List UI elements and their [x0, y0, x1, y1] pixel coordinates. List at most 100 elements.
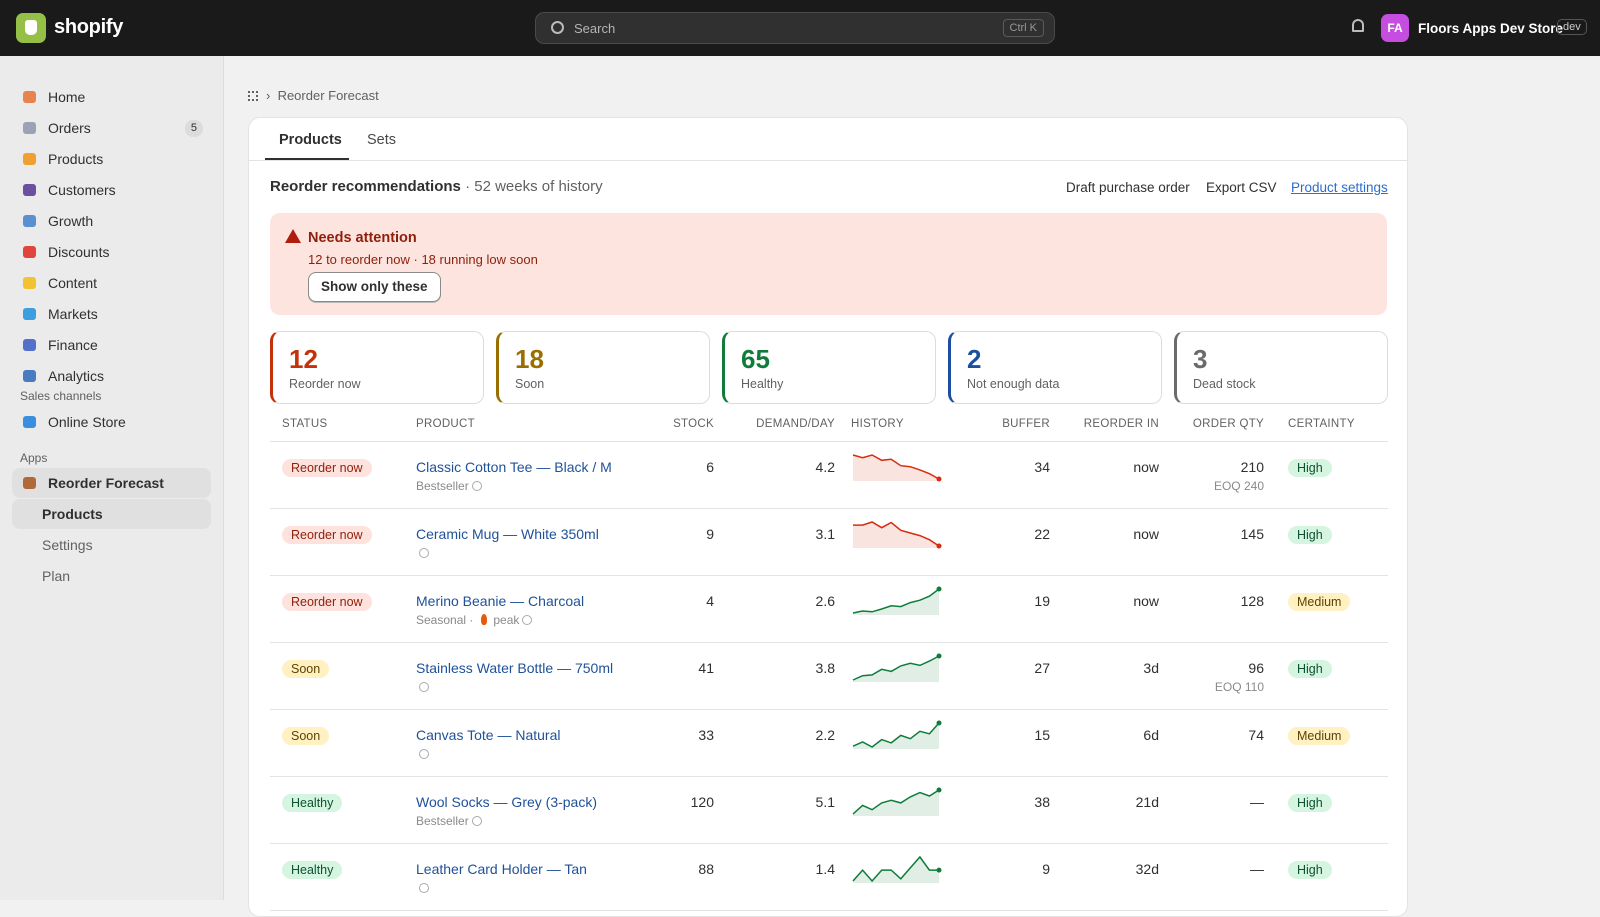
demand: 3.8 [815, 659, 835, 676]
avatar[interactable]: FA [1381, 14, 1409, 42]
certainty-badge: High [1288, 659, 1332, 678]
reorder-in: 32d [1135, 860, 1159, 877]
nav-item[interactable]: Growth [12, 206, 211, 236]
flame-icon [481, 613, 488, 625]
alert-text: 12 to reorder now · 18 running low soon [308, 252, 538, 267]
demand: 5.1 [815, 793, 835, 810]
cell: Reorder now [270, 441, 404, 509]
cell: 74 [1171, 709, 1276, 777]
order-qty: 96 [1248, 659, 1264, 676]
breadcrumb-icon[interactable] [248, 91, 258, 101]
nav-item[interactable]: Online Store [12, 407, 211, 437]
info-icon[interactable] [471, 480, 482, 491]
info-icon[interactable] [522, 614, 533, 625]
cell: Soon [270, 642, 404, 710]
cell: 210 EOQ 240 [1171, 441, 1276, 509]
reorder-in: now [1133, 525, 1159, 542]
cell: 32d [1062, 843, 1171, 911]
status-badge: Healthy [282, 860, 343, 879]
nav-label: Reorder Forecast [48, 475, 164, 491]
nav-item[interactable]: Reorder Forecast [12, 468, 211, 498]
nav-item[interactable]: Home [12, 82, 211, 112]
nav-label: Content [48, 275, 98, 291]
cell: High [1276, 843, 1388, 911]
nav-item[interactable]: Analytics [12, 361, 211, 391]
tab[interactable]: Sets [367, 132, 397, 148]
sparkline [853, 520, 942, 548]
notifications[interactable] [1352, 19, 1364, 32]
link[interactable]: Product settings [1291, 180, 1388, 195]
cell [847, 575, 981, 643]
product-link[interactable]: Classic Cotton Tee — Black / M [416, 458, 612, 475]
order-qty: 145 [1240, 525, 1264, 542]
cell: Soon [270, 709, 404, 777]
sparkline-line [852, 453, 940, 480]
product-link[interactable]: Canvas Tote — Natural [416, 726, 561, 743]
summary-card[interactable]: 3 Dead stock [1174, 331, 1388, 404]
summary-value: 12 [289, 344, 318, 374]
brand[interactable]: shopify [54, 16, 124, 38]
nav-item[interactable]: Plan [12, 561, 211, 591]
action[interactable]: Draft purchase order [1066, 180, 1190, 195]
nav-item[interactable]: Orders 5 [12, 113, 211, 143]
nav-label: Markets [48, 306, 98, 322]
nav-icon [23, 122, 36, 134]
sidebar: Home Orders 5 Products Customers Growth Discou… [0, 56, 224, 900]
nav-item[interactable]: Customers [12, 175, 211, 205]
tabs: Products Sets [249, 118, 1407, 161]
demand: 2.2 [815, 726, 835, 743]
product-note: Bestseller [416, 479, 622, 493]
tab[interactable]: Products [279, 132, 342, 148]
info-icon[interactable] [419, 547, 429, 558]
nav-item[interactable]: Markets [12, 299, 211, 329]
nav-icon [23, 153, 36, 165]
info-icon[interactable] [419, 748, 429, 759]
product-note: Seasonal · peak [416, 613, 622, 627]
sparkline-end [936, 867, 942, 873]
product-link[interactable]: Merino Beanie — Charcoal [416, 592, 585, 609]
cell: 38 [981, 776, 1062, 844]
summary-label: Dead stock [1193, 377, 1256, 391]
summary-card[interactable]: 65 Healthy [722, 331, 936, 404]
info-icon[interactable] [471, 815, 482, 826]
search-box[interactable]: Search Ctrl K [535, 12, 1055, 44]
info-icon[interactable] [419, 681, 429, 692]
nav-item[interactable]: Settings [12, 530, 211, 560]
cell: Reorder now [270, 575, 404, 643]
sparkline-end [936, 653, 942, 658]
summary-card[interactable]: 18 Soon [496, 331, 710, 404]
product-link[interactable]: Stainless Water Bottle — 750ml [416, 659, 614, 676]
sparkline-line [852, 855, 939, 882]
section-heading: Apps [20, 451, 48, 465]
stock: 88 [698, 860, 714, 877]
nav-item[interactable]: Discounts [12, 237, 211, 267]
product-link[interactable]: Wool Socks — Grey (3-pack) [416, 793, 598, 810]
sparkline [852, 453, 942, 481]
store-name[interactable]: Floors Apps Dev Store [1418, 21, 1564, 36]
stock: 33 [698, 726, 714, 743]
cell: 145 [1171, 508, 1276, 576]
nav-item[interactable]: Products [12, 499, 211, 529]
logo[interactable] [16, 13, 46, 43]
sparkline-end [936, 720, 942, 725]
nav-item[interactable]: Finance [12, 330, 211, 360]
order-qty: 128 [1240, 592, 1264, 609]
info-icon[interactable] [419, 882, 429, 893]
product-link[interactable]: Ceramic Mug — White 350ml [416, 525, 599, 542]
product-link[interactable]: Leather Card Holder — Tan [416, 860, 587, 877]
nav-item[interactable]: Content [12, 268, 211, 298]
cell: 4 [634, 575, 726, 643]
sparkline-area [853, 722, 939, 749]
summary-card[interactable]: 2 Not enough data [948, 331, 1162, 404]
nav-item[interactable]: Products [12, 144, 211, 174]
action[interactable]: Export CSV [1206, 180, 1277, 195]
summary-card[interactable]: 12 Reorder now [270, 331, 484, 404]
cell: Ceramic Mug — White 350ml [404, 508, 634, 576]
cell: 120 [634, 776, 726, 844]
cell: 2.2 [726, 709, 847, 777]
table-row: Healthy Leather Card Holder — Tan 88 1.4 9 32… [270, 843, 1388, 911]
order-qty: — [1250, 860, 1264, 877]
reorder-in: now [1133, 458, 1159, 475]
button[interactable]: Show only these [308, 272, 441, 302]
